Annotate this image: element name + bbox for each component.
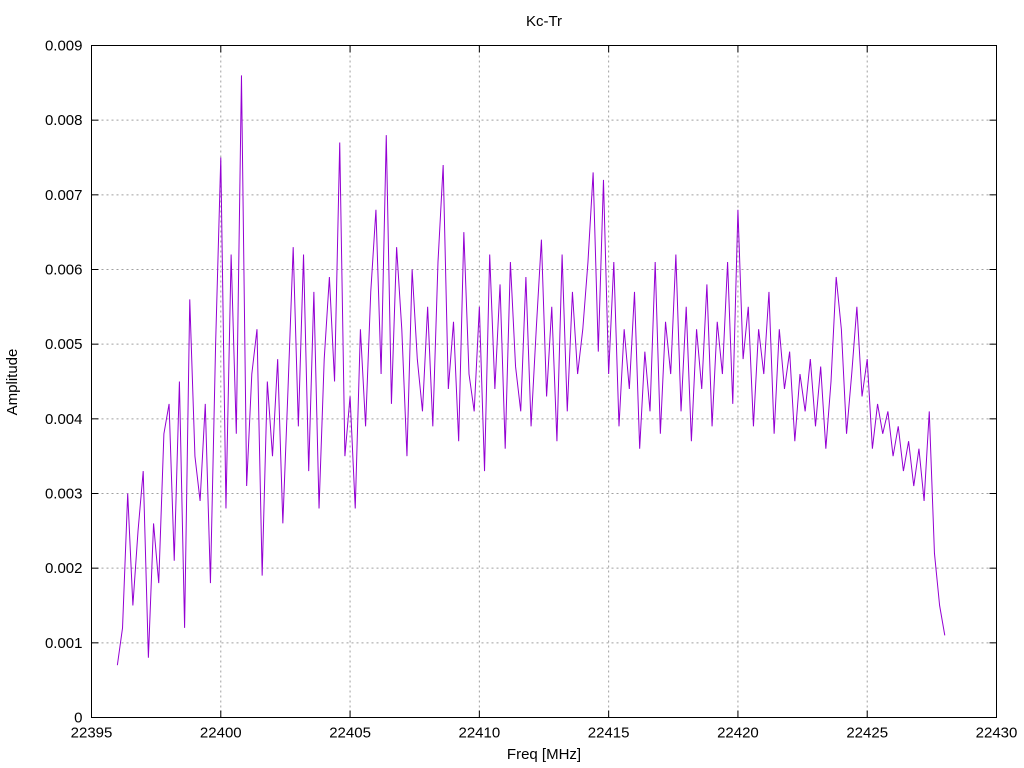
x-tick-label: 22405 xyxy=(329,725,371,742)
y-tick-label: 0.003 xyxy=(45,486,83,503)
x-tick-label: 22415 xyxy=(588,725,630,742)
x-tick-label: 22425 xyxy=(846,725,888,742)
y-tick-label: 0.009 xyxy=(45,38,83,55)
x-axis-label: Freq [MHz] xyxy=(507,746,581,763)
y-tick-label: 0.008 xyxy=(45,112,83,129)
plot-border xyxy=(91,45,997,718)
x-tick-label: 22410 xyxy=(458,725,500,742)
x-tick-label: 22400 xyxy=(200,725,242,742)
y-tick-label: 0.004 xyxy=(45,411,83,428)
x-tick-label: 22420 xyxy=(717,725,759,742)
y-axis-label: Amplitude xyxy=(4,349,21,416)
series-line xyxy=(116,75,946,666)
y-tick-label: 0.005 xyxy=(45,336,83,353)
x-tick-label: 22430 xyxy=(976,725,1018,742)
series-layer xyxy=(116,75,946,666)
y-tick-label: 0 xyxy=(74,710,82,727)
y-tick-label: 0.006 xyxy=(45,262,83,279)
y-axis: 0 0.001 0.002 0.003 0.004 0.005 0.006 0.007 0.00… xyxy=(45,38,997,727)
y-tick-label: 0.002 xyxy=(45,560,83,577)
x-tick-label: 22395 xyxy=(71,725,113,742)
x-axis: 22395 22400 22405 22410 22415 22420 22425 22430 xyxy=(71,45,1018,742)
y-tick-label: 0.001 xyxy=(45,635,83,652)
y-tick-label: 0.007 xyxy=(45,187,83,204)
chart-title: Kc-Tr xyxy=(526,13,562,30)
